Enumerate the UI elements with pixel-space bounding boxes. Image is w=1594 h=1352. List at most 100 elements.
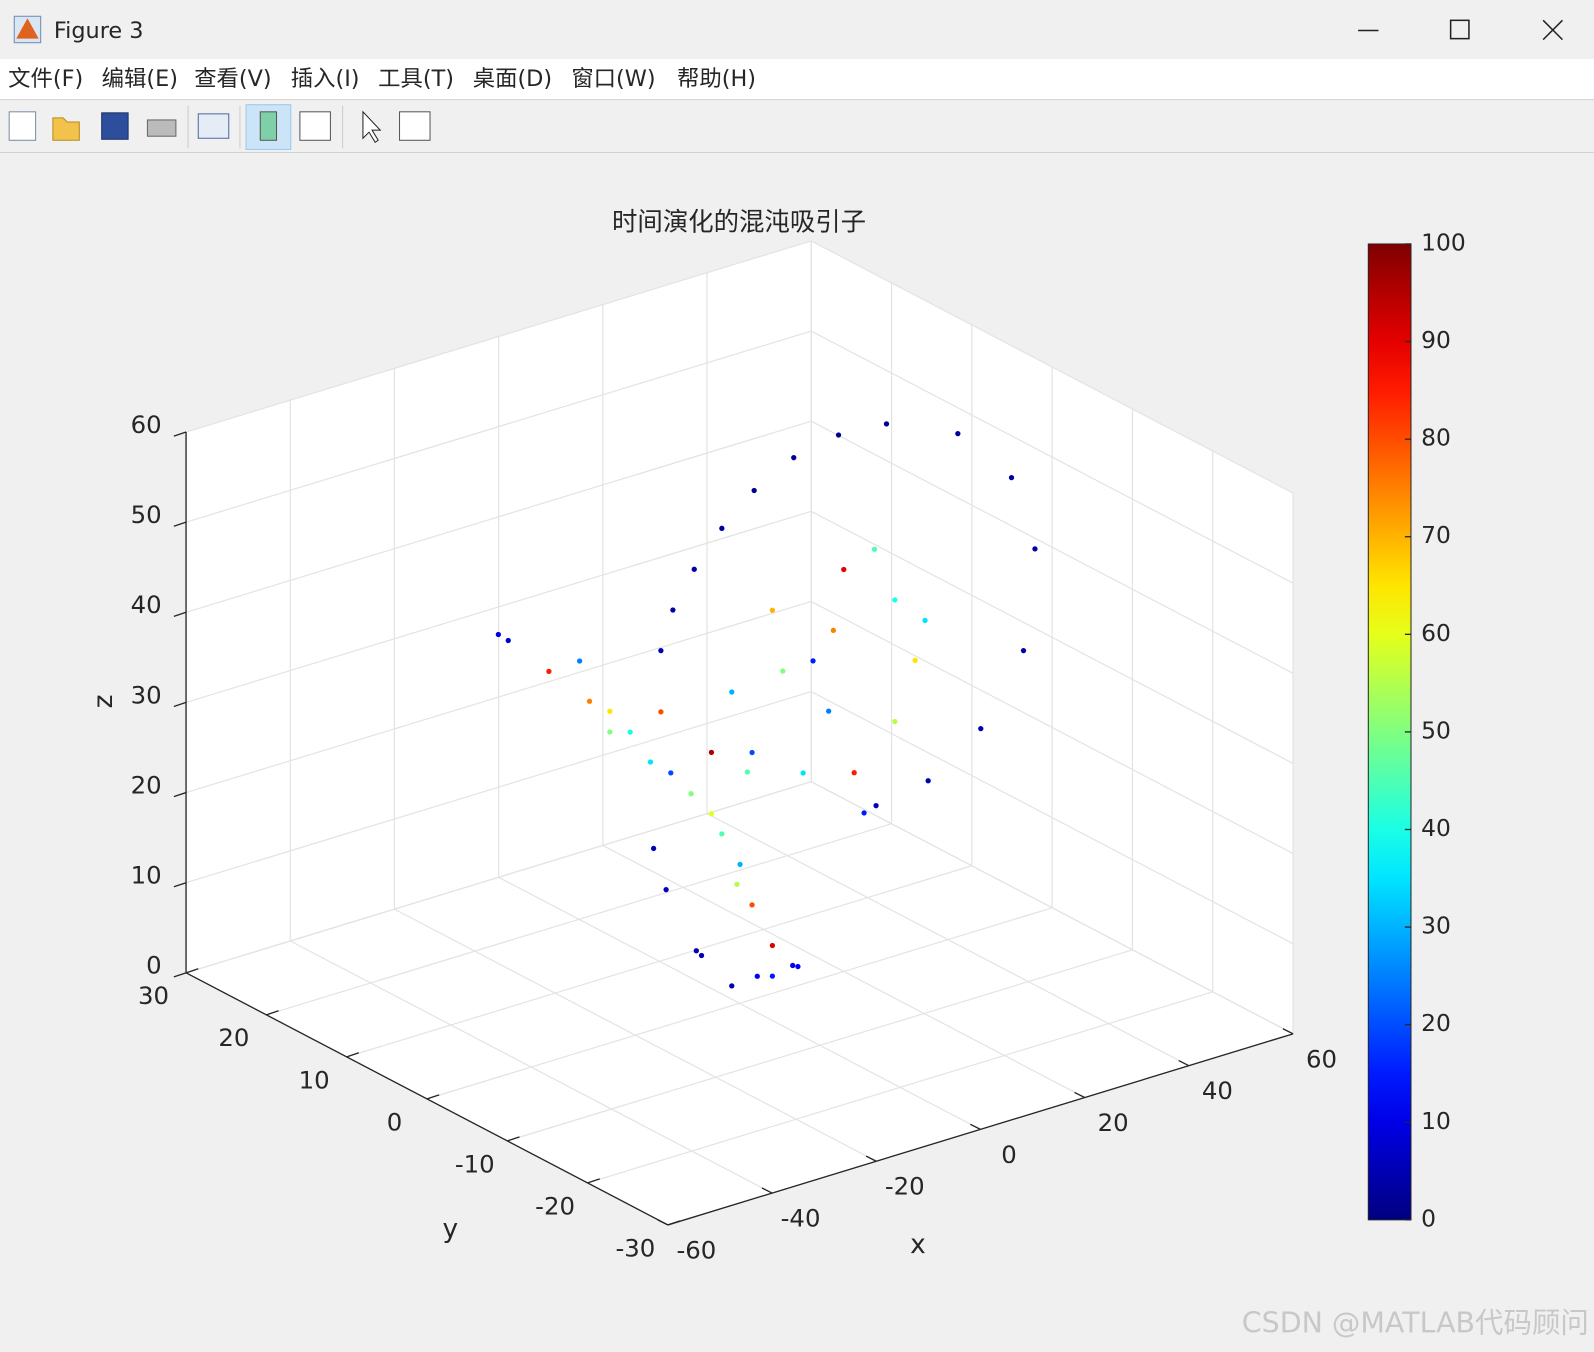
y-tick — [266, 1010, 279, 1016]
point — [978, 725, 984, 732]
point — [729, 983, 735, 989]
colorbar — [1367, 243, 1412, 1221]
grid-line — [346, 865, 973, 1058]
point — [1032, 546, 1038, 552]
y-tick — [507, 1136, 520, 1142]
x-axis-label: x — [910, 1229, 926, 1260]
point — [892, 597, 898, 603]
z-tick — [173, 431, 187, 437]
colorbar-tick-label: 10 — [1421, 1107, 1451, 1135]
point — [505, 637, 511, 644]
point — [800, 770, 806, 776]
point — [658, 709, 664, 715]
menu-item[interactable]: 窗口(W) — [571, 66, 655, 92]
point — [790, 962, 796, 969]
x-tick-label: -60 — [676, 1235, 716, 1264]
colorbar-tick-label: 0 — [1421, 1204, 1436, 1232]
z-tick-label: 60 — [131, 410, 162, 439]
grid-line — [185, 510, 812, 704]
point — [892, 718, 898, 725]
point — [749, 749, 755, 756]
y-tick-label: -30 — [615, 1233, 655, 1262]
point — [769, 973, 776, 979]
grid-line — [810, 240, 1294, 494]
save-button[interactable] — [101, 112, 129, 140]
colorbar-tick-label: 50 — [1421, 716, 1451, 744]
z-axis-label: z — [88, 694, 119, 708]
point — [708, 810, 715, 817]
y-tick-label: -10 — [455, 1149, 495, 1178]
menu-item[interactable]: 文件(F) — [8, 66, 83, 92]
z-tick-label: 40 — [131, 590, 162, 619]
colorbar-icon — [259, 111, 278, 141]
x-tick-label: 60 — [1306, 1044, 1337, 1073]
x-tick — [1282, 1028, 1294, 1035]
grid-line — [810, 600, 1294, 855]
point — [871, 546, 878, 552]
z-tick — [173, 521, 187, 527]
grid-line — [507, 949, 1133, 1142]
y-tick-label: 10 — [299, 1065, 330, 1094]
y-tick — [346, 1052, 360, 1058]
axes-background — [186, 240, 1294, 1225]
app-icon-logo — [16, 18, 39, 39]
open-button[interactable] — [52, 117, 80, 141]
y-tick-label: -20 — [535, 1191, 575, 1220]
menu-item[interactable]: 查看(V) — [194, 66, 271, 92]
point — [749, 902, 755, 908]
point — [841, 566, 847, 573]
point — [1020, 647, 1027, 654]
x-tick-label: -40 — [781, 1204, 821, 1233]
grid-line — [185, 691, 812, 884]
menu-item[interactable]: 编辑(E) — [102, 66, 178, 92]
y-tick — [667, 1220, 681, 1226]
grid-line — [185, 781, 812, 974]
point — [795, 963, 801, 970]
point — [883, 421, 890, 427]
point — [698, 952, 705, 959]
point — [576, 658, 583, 664]
grid-line — [266, 823, 892, 1016]
grid-line — [810, 510, 1294, 764]
point — [546, 668, 552, 674]
point — [658, 647, 664, 654]
legend-button[interactable] — [299, 111, 331, 141]
point — [861, 810, 867, 816]
z-tick — [173, 611, 187, 617]
menu-item[interactable]: 工具(T) — [378, 66, 454, 92]
point — [912, 657, 918, 663]
point — [650, 845, 657, 852]
grid-line — [185, 240, 812, 433]
grid-line — [185, 420, 812, 613]
z-tick — [173, 882, 187, 888]
grid-line — [810, 330, 1294, 584]
watermark: CSDN @MATLAB代码顾问 — [1242, 1307, 1589, 1340]
point — [627, 729, 633, 735]
print-button[interactable] — [146, 119, 177, 137]
colorbar-tick-label: 40 — [1421, 814, 1451, 842]
new-button[interactable] — [8, 111, 37, 141]
property-button[interactable] — [399, 111, 431, 141]
window-title: Figure 3 — [54, 18, 144, 44]
menu-item[interactable]: 帮助(H) — [677, 66, 756, 92]
y-tick-label: 0 — [387, 1107, 403, 1136]
x-tick-label: 20 — [1098, 1108, 1129, 1137]
close-button[interactable] — [1542, 19, 1563, 41]
y-tick — [185, 968, 199, 974]
z-tick-label: 0 — [146, 951, 162, 980]
z-tick-label: 30 — [131, 680, 162, 709]
link-button[interactable] — [197, 113, 230, 139]
point — [780, 668, 786, 674]
pointer-button[interactable] — [362, 110, 382, 144]
point — [719, 831, 725, 837]
menu-item[interactable]: 插入(I) — [291, 66, 360, 92]
x-tick — [970, 1123, 981, 1130]
point — [754, 973, 760, 979]
x-tick-label: -20 — [885, 1172, 925, 1201]
maximize-button[interactable] — [1449, 19, 1470, 40]
point — [810, 658, 816, 664]
colorbar-tick-label: 80 — [1421, 424, 1451, 452]
menu-item[interactable]: 桌面(D) — [473, 66, 552, 92]
